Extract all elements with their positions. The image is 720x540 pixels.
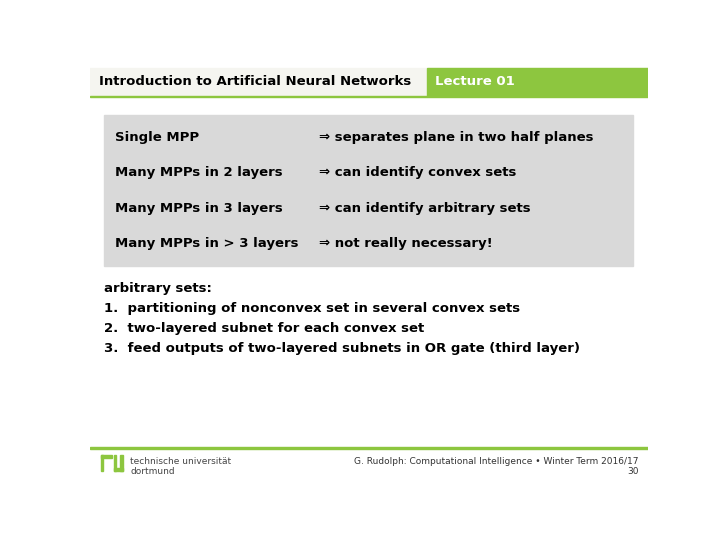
Text: 2.  two-layered subnet for each convex set: 2. two-layered subnet for each convex se…: [104, 322, 424, 335]
Bar: [114, 468, 122, 470]
Text: 3.  feed outputs of two-layered subnets in OR gate (third layer): 3. feed outputs of two-layered subnets i…: [104, 342, 580, 355]
Text: Many MPPs in 2 layers: Many MPPs in 2 layers: [114, 166, 282, 179]
Bar: [427, 68, 648, 96]
Text: Many MPPs in 3 layers: Many MPPs in 3 layers: [114, 201, 282, 214]
Bar: [101, 455, 103, 470]
Text: ⇒ can identify arbitrary sets: ⇒ can identify arbitrary sets: [319, 201, 530, 214]
Text: ⇒ not really necessary!: ⇒ not really necessary!: [319, 237, 492, 250]
Text: 1.  partitioning of nonconvex set in several convex sets: 1. partitioning of nonconvex set in seve…: [104, 302, 520, 315]
Bar: [114, 455, 117, 470]
Text: arbitrary sets:: arbitrary sets:: [104, 282, 212, 295]
Text: G. Rudolph: Computational Intelligence • Winter Term 2016/17
30: G. Rudolph: Computational Intelligence •…: [354, 457, 639, 476]
Text: Lecture 01: Lecture 01: [435, 75, 515, 88]
Text: ⇒ can identify convex sets: ⇒ can identify convex sets: [319, 166, 516, 179]
Bar: [120, 455, 122, 470]
Text: Single MPP: Single MPP: [114, 131, 199, 144]
Text: Many MPPs in > 3 layers: Many MPPs in > 3 layers: [114, 237, 298, 250]
Text: ⇒ separates plane in two half planes: ⇒ separates plane in two half planes: [319, 131, 593, 144]
Text: Introduction to Artificial Neural Networks: Introduction to Artificial Neural Networ…: [99, 75, 412, 88]
Bar: [90, 448, 648, 449]
Bar: [90, 96, 648, 97]
Bar: [104, 115, 632, 266]
Text: technische universität
dortmund: technische universität dortmund: [130, 457, 231, 476]
Bar: [90, 68, 648, 96]
Bar: [101, 455, 112, 457]
